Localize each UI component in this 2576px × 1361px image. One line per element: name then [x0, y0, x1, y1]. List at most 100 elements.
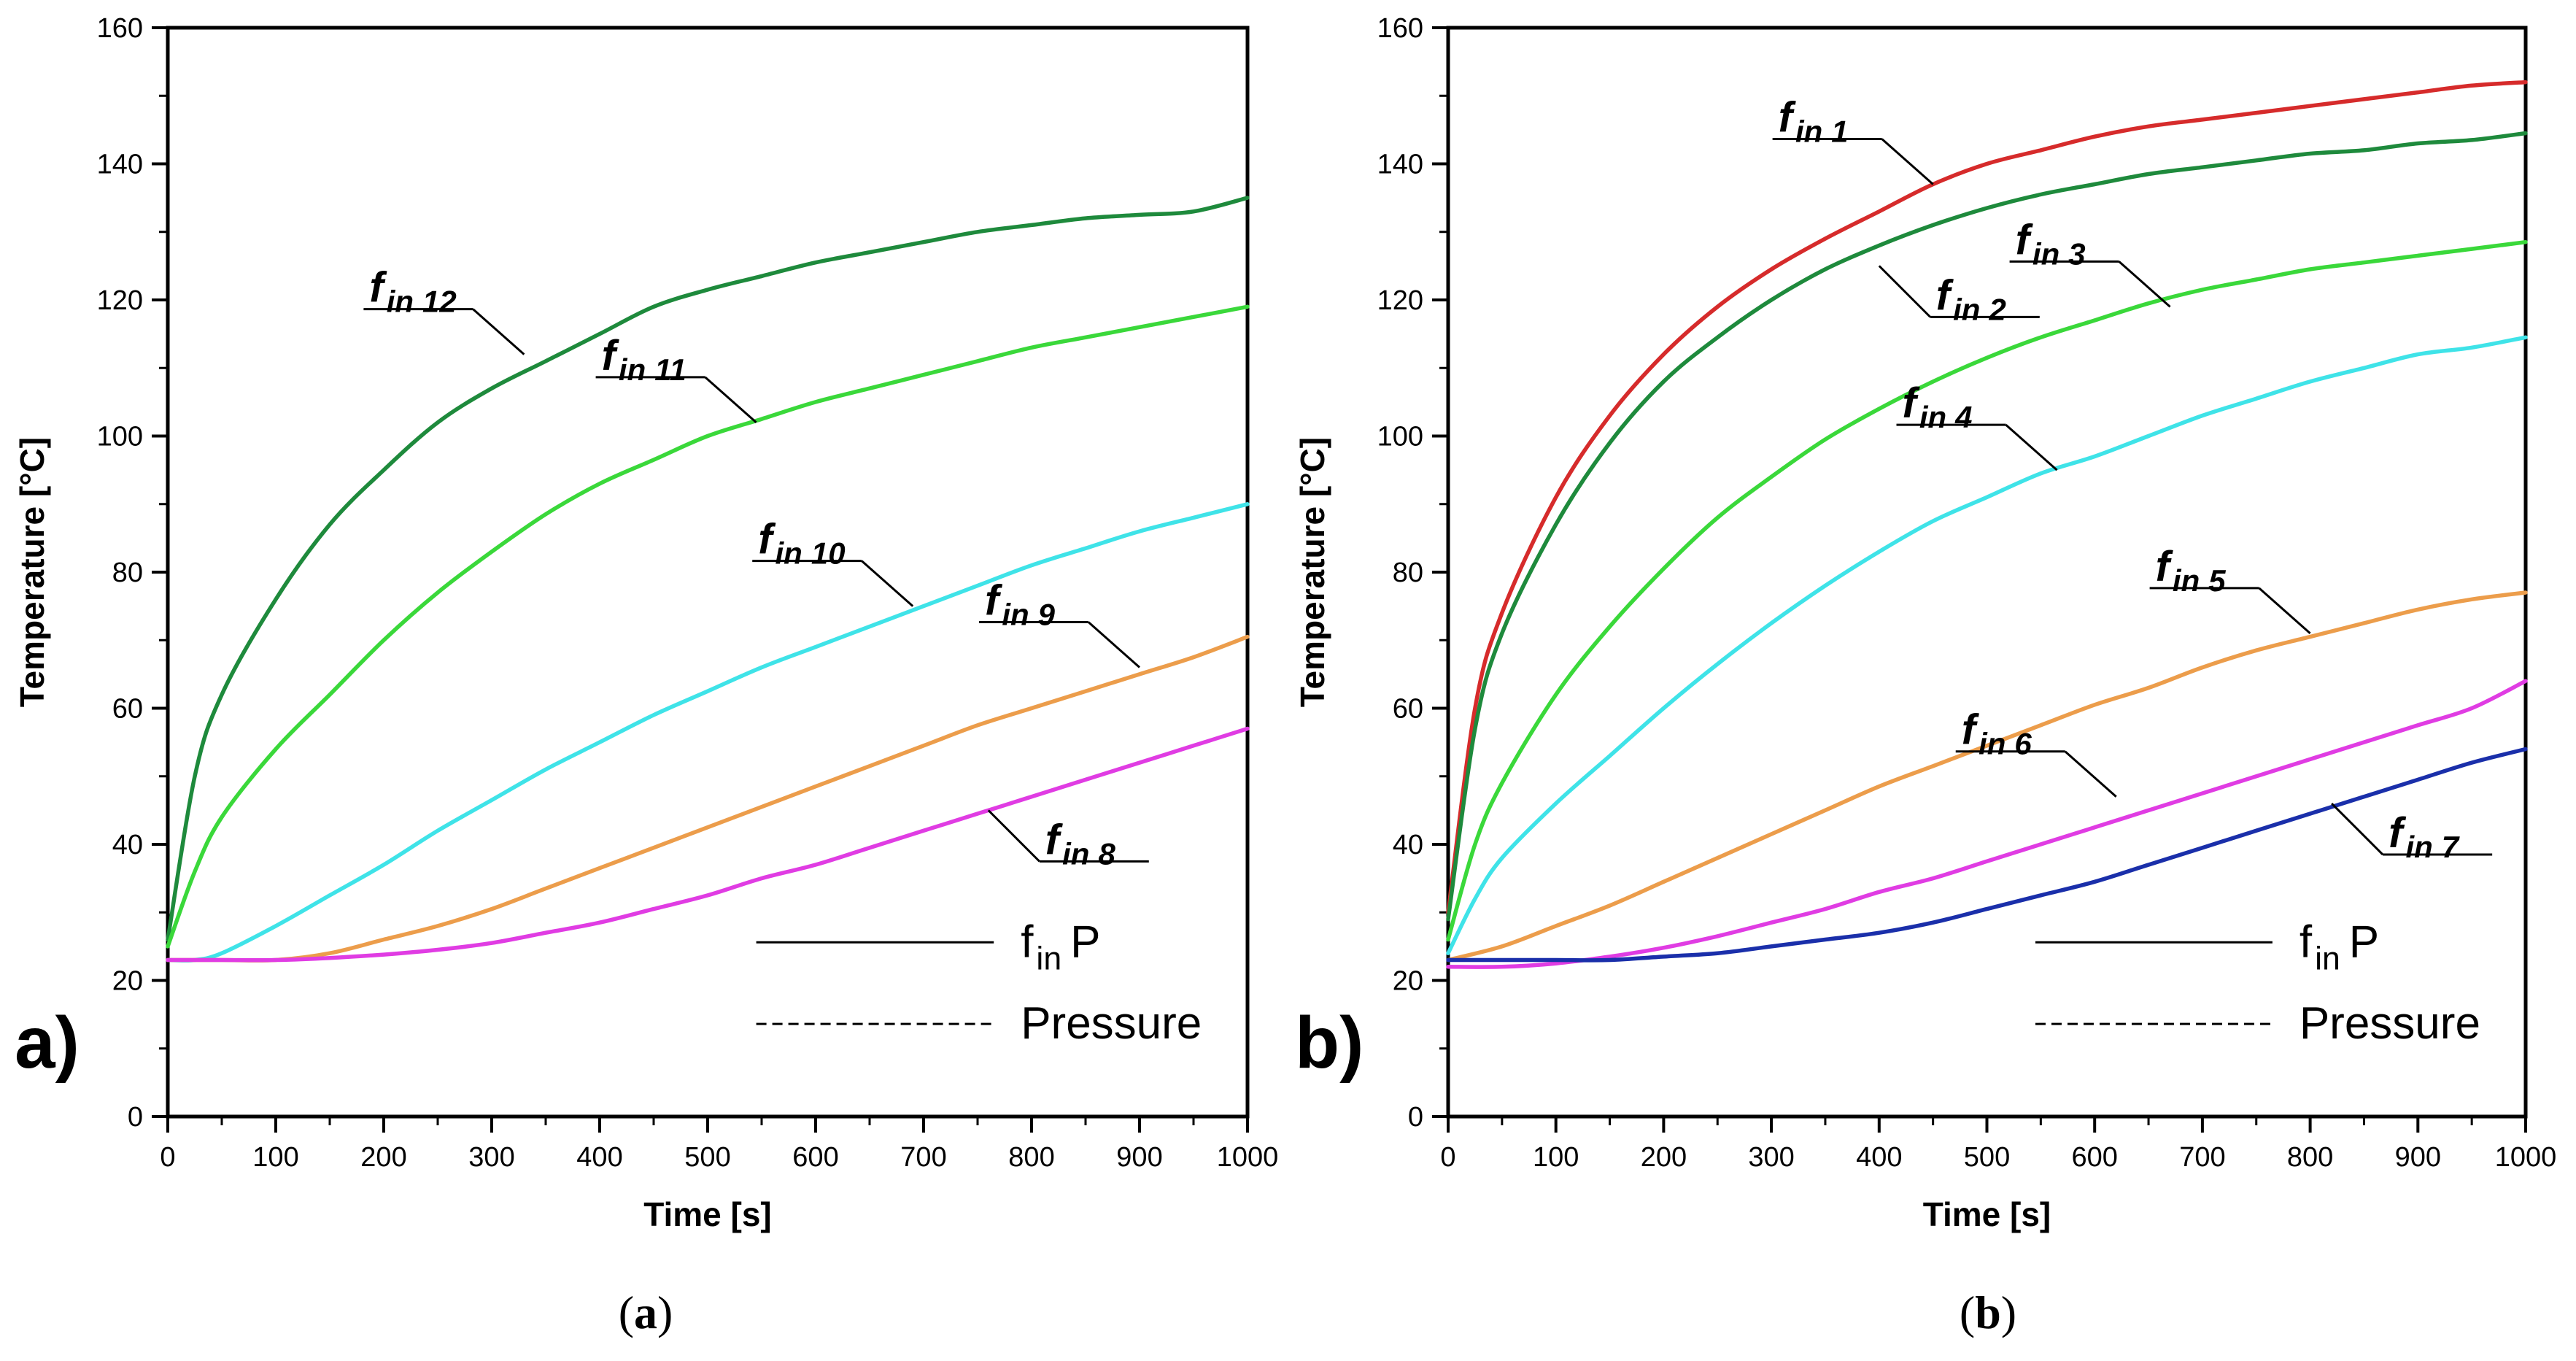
series-label-main: f	[2016, 216, 2034, 263]
label-leader	[861, 560, 914, 607]
series-label-sub: in	[1002, 598, 1029, 632]
series-label-num: 1	[1831, 114, 1848, 148]
series-label-main: f	[1903, 379, 1921, 427]
chart-panel-b: 0 20 40 60 80 100 120 140 160 0 100 200 300 400 500 600…	[1293, 13, 2556, 1338]
y-tick-label: 100	[1377, 422, 1423, 452]
series-label-main: f	[985, 577, 1003, 625]
series-line-6	[1446, 679, 2528, 969]
legend-item-fin-p-sub: in	[2315, 941, 2340, 977]
series-label-num: 4	[1954, 400, 1972, 434]
series-label-sub: in	[1062, 836, 1089, 871]
label-leader	[2005, 424, 2058, 471]
x-tick-label: 0	[160, 1142, 175, 1173]
caption-open: (	[619, 1287, 634, 1338]
y-axis-title: Temperature [°C]	[13, 437, 51, 707]
x-tick-label: 400	[576, 1142, 622, 1173]
y-tick-label: 40	[1393, 830, 1423, 860]
legend-item-fin-p: fin P	[1021, 917, 1100, 976]
series-label-1: fin 1	[1779, 93, 1849, 148]
legend-item-fin-p-tail: P	[2349, 917, 2379, 967]
series-label-main: f	[1779, 93, 1797, 141]
label-leader	[987, 809, 1040, 863]
y-tick-label: 80	[1393, 558, 1423, 588]
series-line-9	[166, 634, 1250, 963]
x-tick-label: 900	[1116, 1142, 1162, 1173]
series-label-num: 9	[1038, 598, 1056, 632]
series-label-num: 10	[811, 536, 846, 571]
series-line-1	[1446, 80, 2528, 915]
label-leader	[1881, 138, 1934, 185]
series-label-num: 12	[422, 285, 457, 319]
series-label-num: 8	[1098, 836, 1115, 871]
series-label-sub: in	[2173, 563, 2200, 598]
series-label-6: fin 6	[1962, 706, 2032, 761]
series-line-4	[1446, 335, 2528, 955]
series-label-main: f	[1936, 271, 1954, 319]
series-label-main: f	[2389, 809, 2407, 857]
series-label-sub: in	[2405, 830, 2432, 864]
x-tick-label: 300	[468, 1142, 514, 1173]
series-label-num: 6	[2014, 727, 2032, 761]
series-label-7: fin 7	[2389, 809, 2460, 864]
y-tick-label: 60	[112, 694, 143, 725]
series-label-5: fin 5	[2156, 543, 2227, 598]
y-axis-title: Temperature [°C]	[1293, 437, 1331, 707]
series-label-main: f	[602, 332, 620, 379]
x-tick-label: 500	[684, 1142, 730, 1173]
x-tick-label: 0	[1440, 1142, 1455, 1173]
series-label-11: fin 11	[602, 332, 686, 387]
label-leader	[1088, 621, 1140, 668]
series-line-10	[166, 502, 1250, 963]
series-label-8: fin 8	[1045, 816, 1116, 871]
y-tick-label: 20	[1393, 966, 1423, 997]
series-label-4: fin 4	[1903, 379, 1973, 434]
caption-close: )	[657, 1287, 673, 1338]
series-line-11	[166, 304, 1250, 949]
label-leader	[2118, 261, 2171, 308]
x-tick-label: 600	[2071, 1142, 2117, 1173]
label-leader	[472, 308, 525, 355]
x-tick-label: 900	[2395, 1142, 2441, 1173]
y-tick-label: 140	[1377, 150, 1423, 180]
x-tick-label: 100	[252, 1142, 298, 1173]
series-label-sub: in	[1919, 400, 1946, 434]
series-label-sub: in	[1979, 727, 2006, 761]
y-tick-label: 120	[1377, 285, 1423, 316]
x-tick-label: 1000	[1217, 1142, 1279, 1173]
y-tick-label: 20	[112, 966, 143, 997]
series-label-9: fin 9	[985, 577, 1056, 632]
x-tick-label: 400	[1856, 1142, 1902, 1173]
x-tick-label: 1000	[2495, 1142, 2557, 1173]
x-tick-label: 300	[1748, 1142, 1794, 1173]
legend-item-fin-p: fin P	[2300, 917, 2379, 976]
y-tick-label: 160	[1377, 13, 1423, 44]
series-label-sub: in	[775, 536, 802, 571]
legend: fin P Pressure	[2035, 917, 2480, 1049]
x-axis-title: Time [s]	[1923, 1195, 2051, 1233]
series-line-8	[166, 726, 1250, 963]
series-line-2	[1446, 131, 2528, 922]
y-tick-label: 60	[1393, 694, 1423, 725]
series-label-main: f	[369, 264, 387, 312]
x-tick-label: 700	[2179, 1142, 2225, 1173]
series-label-num: 3	[2068, 236, 2085, 271]
legend-item-pressure: Pressure	[2300, 998, 2480, 1049]
caption-letter: b	[1975, 1287, 2001, 1338]
series-line-3	[1446, 239, 2528, 942]
x-tick-label: 200	[1641, 1142, 1687, 1173]
y-tick-label: 160	[97, 13, 143, 44]
y-tick-label: 0	[1408, 1102, 1423, 1133]
series-label-12: fin 12	[369, 264, 456, 319]
x-tick-label: 500	[1964, 1142, 2010, 1173]
x-tick-label: 800	[2287, 1142, 2333, 1173]
series-line-5	[1446, 590, 2528, 963]
series-label-main: f	[758, 516, 776, 563]
series-label-main: f	[1045, 816, 1064, 863]
label-leader	[1878, 265, 1931, 318]
x-tick-label: 200	[360, 1142, 406, 1173]
y-tick-label: 0	[128, 1102, 143, 1133]
series-label-3: fin 3	[2016, 216, 2086, 271]
legend-item-fin-p-main: f	[2300, 917, 2313, 967]
